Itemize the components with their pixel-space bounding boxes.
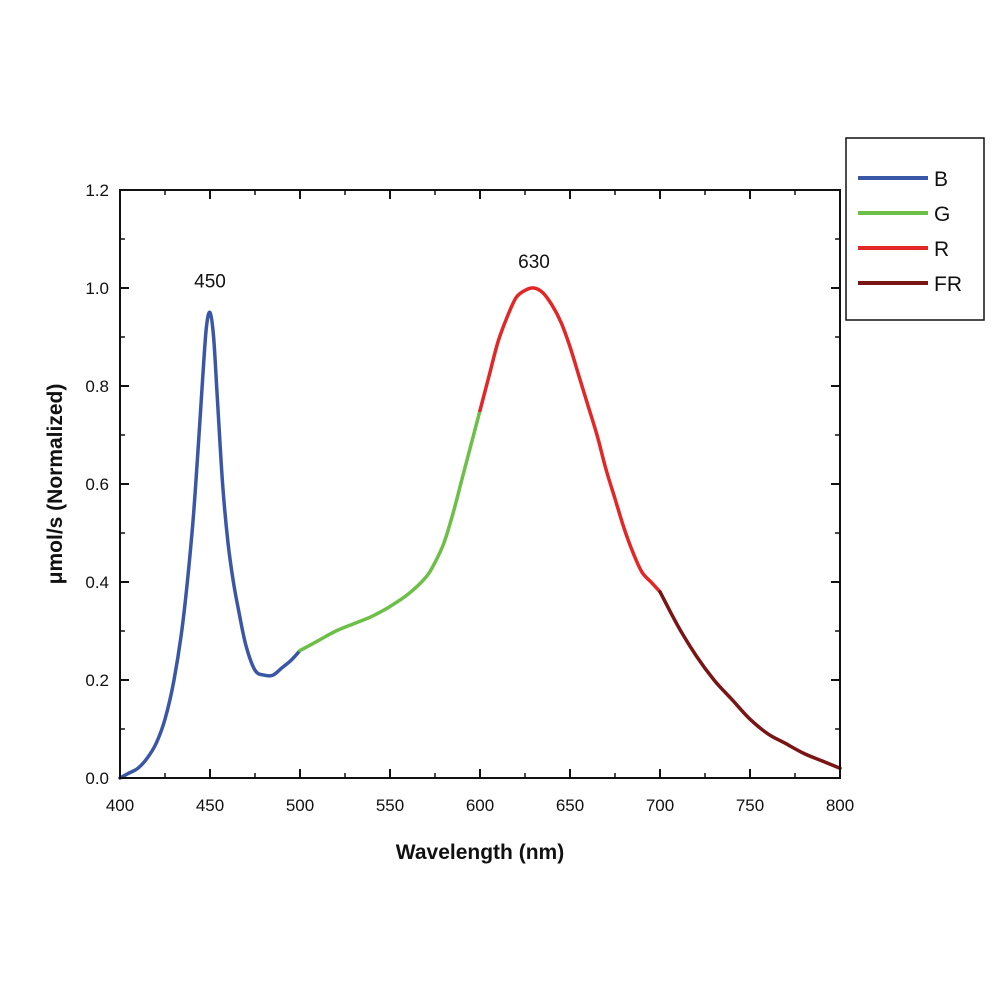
legend-items: BGR FR <box>858 168 962 296</box>
y-tick-label: 0.8 <box>85 377 109 396</box>
x-axis-ticks: 400 450 500 550 600 650 700 750 800 <box>106 190 854 815</box>
series-line-fr <box>658 590 842 770</box>
x-tick-label: 650 <box>556 796 584 815</box>
x-tick-label: 400 <box>106 796 134 815</box>
series-line-r <box>478 286 662 594</box>
peak-label-450: 450 <box>194 272 226 293</box>
y-tick-label: 0.6 <box>85 475 109 494</box>
plot-frame <box>119 189 841 779</box>
legend-label-b: B <box>934 168 948 191</box>
peak-label-630: 630 <box>518 252 550 273</box>
x-tick-label: 750 <box>736 796 764 815</box>
y-tick-label: 0.0 <box>85 769 109 788</box>
legend: BGR FR <box>845 137 985 321</box>
x-tick-label: 450 <box>196 796 224 815</box>
series-line-g <box>298 408 482 653</box>
series-layer <box>118 286 842 780</box>
y-tick-label: 0.2 <box>85 671 109 690</box>
legend-box <box>845 137 985 321</box>
x-tick-label: 700 <box>646 796 674 815</box>
legend-label-g: G <box>934 203 950 226</box>
x-tick-label: 550 <box>376 796 404 815</box>
annotation-layer: 450 630 <box>194 252 550 293</box>
y-axis-ticks: 0.0 0.2 0.4 0.6 0.8 1.0 1.2 <box>85 181 840 788</box>
legend-label-fr: FR <box>934 273 962 296</box>
x-tick-label: 800 <box>826 796 854 815</box>
y-tick-label: 1.0 <box>85 279 109 298</box>
x-tick-label: 600 <box>466 796 494 815</box>
legend-label-r: R <box>934 238 949 261</box>
y-tick-label: 0.4 <box>85 573 109 592</box>
x-axis-title: Wavelength (nm) <box>396 841 564 864</box>
y-tick-label: 1.2 <box>85 181 109 200</box>
series-line-b <box>118 310 302 780</box>
y-axis-title: μmol/s (Normalized) <box>44 384 67 585</box>
x-tick-label: 500 <box>286 796 314 815</box>
